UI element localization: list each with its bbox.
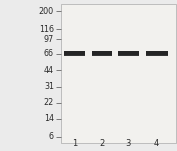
Bar bbox=[145, 55, 168, 56]
Bar bbox=[61, 4, 176, 143]
Text: 3: 3 bbox=[126, 139, 131, 148]
Text: 4: 4 bbox=[154, 139, 159, 148]
Text: 97: 97 bbox=[44, 35, 54, 44]
Text: 2: 2 bbox=[99, 139, 104, 148]
Text: 1: 1 bbox=[72, 139, 77, 148]
Bar bbox=[118, 51, 138, 56]
Bar bbox=[145, 51, 168, 56]
Bar bbox=[118, 55, 138, 56]
Text: 14: 14 bbox=[44, 114, 54, 123]
Text: 22: 22 bbox=[44, 98, 54, 107]
Text: 6: 6 bbox=[49, 132, 54, 141]
Text: 116: 116 bbox=[39, 25, 54, 34]
Bar bbox=[64, 51, 84, 56]
Text: kDa: kDa bbox=[35, 0, 52, 2]
Bar bbox=[92, 55, 112, 56]
Text: 200: 200 bbox=[39, 7, 54, 16]
Bar bbox=[64, 55, 84, 56]
Text: 66: 66 bbox=[44, 49, 54, 58]
Bar bbox=[92, 51, 112, 56]
Text: 31: 31 bbox=[44, 82, 54, 91]
Text: 44: 44 bbox=[44, 66, 54, 75]
